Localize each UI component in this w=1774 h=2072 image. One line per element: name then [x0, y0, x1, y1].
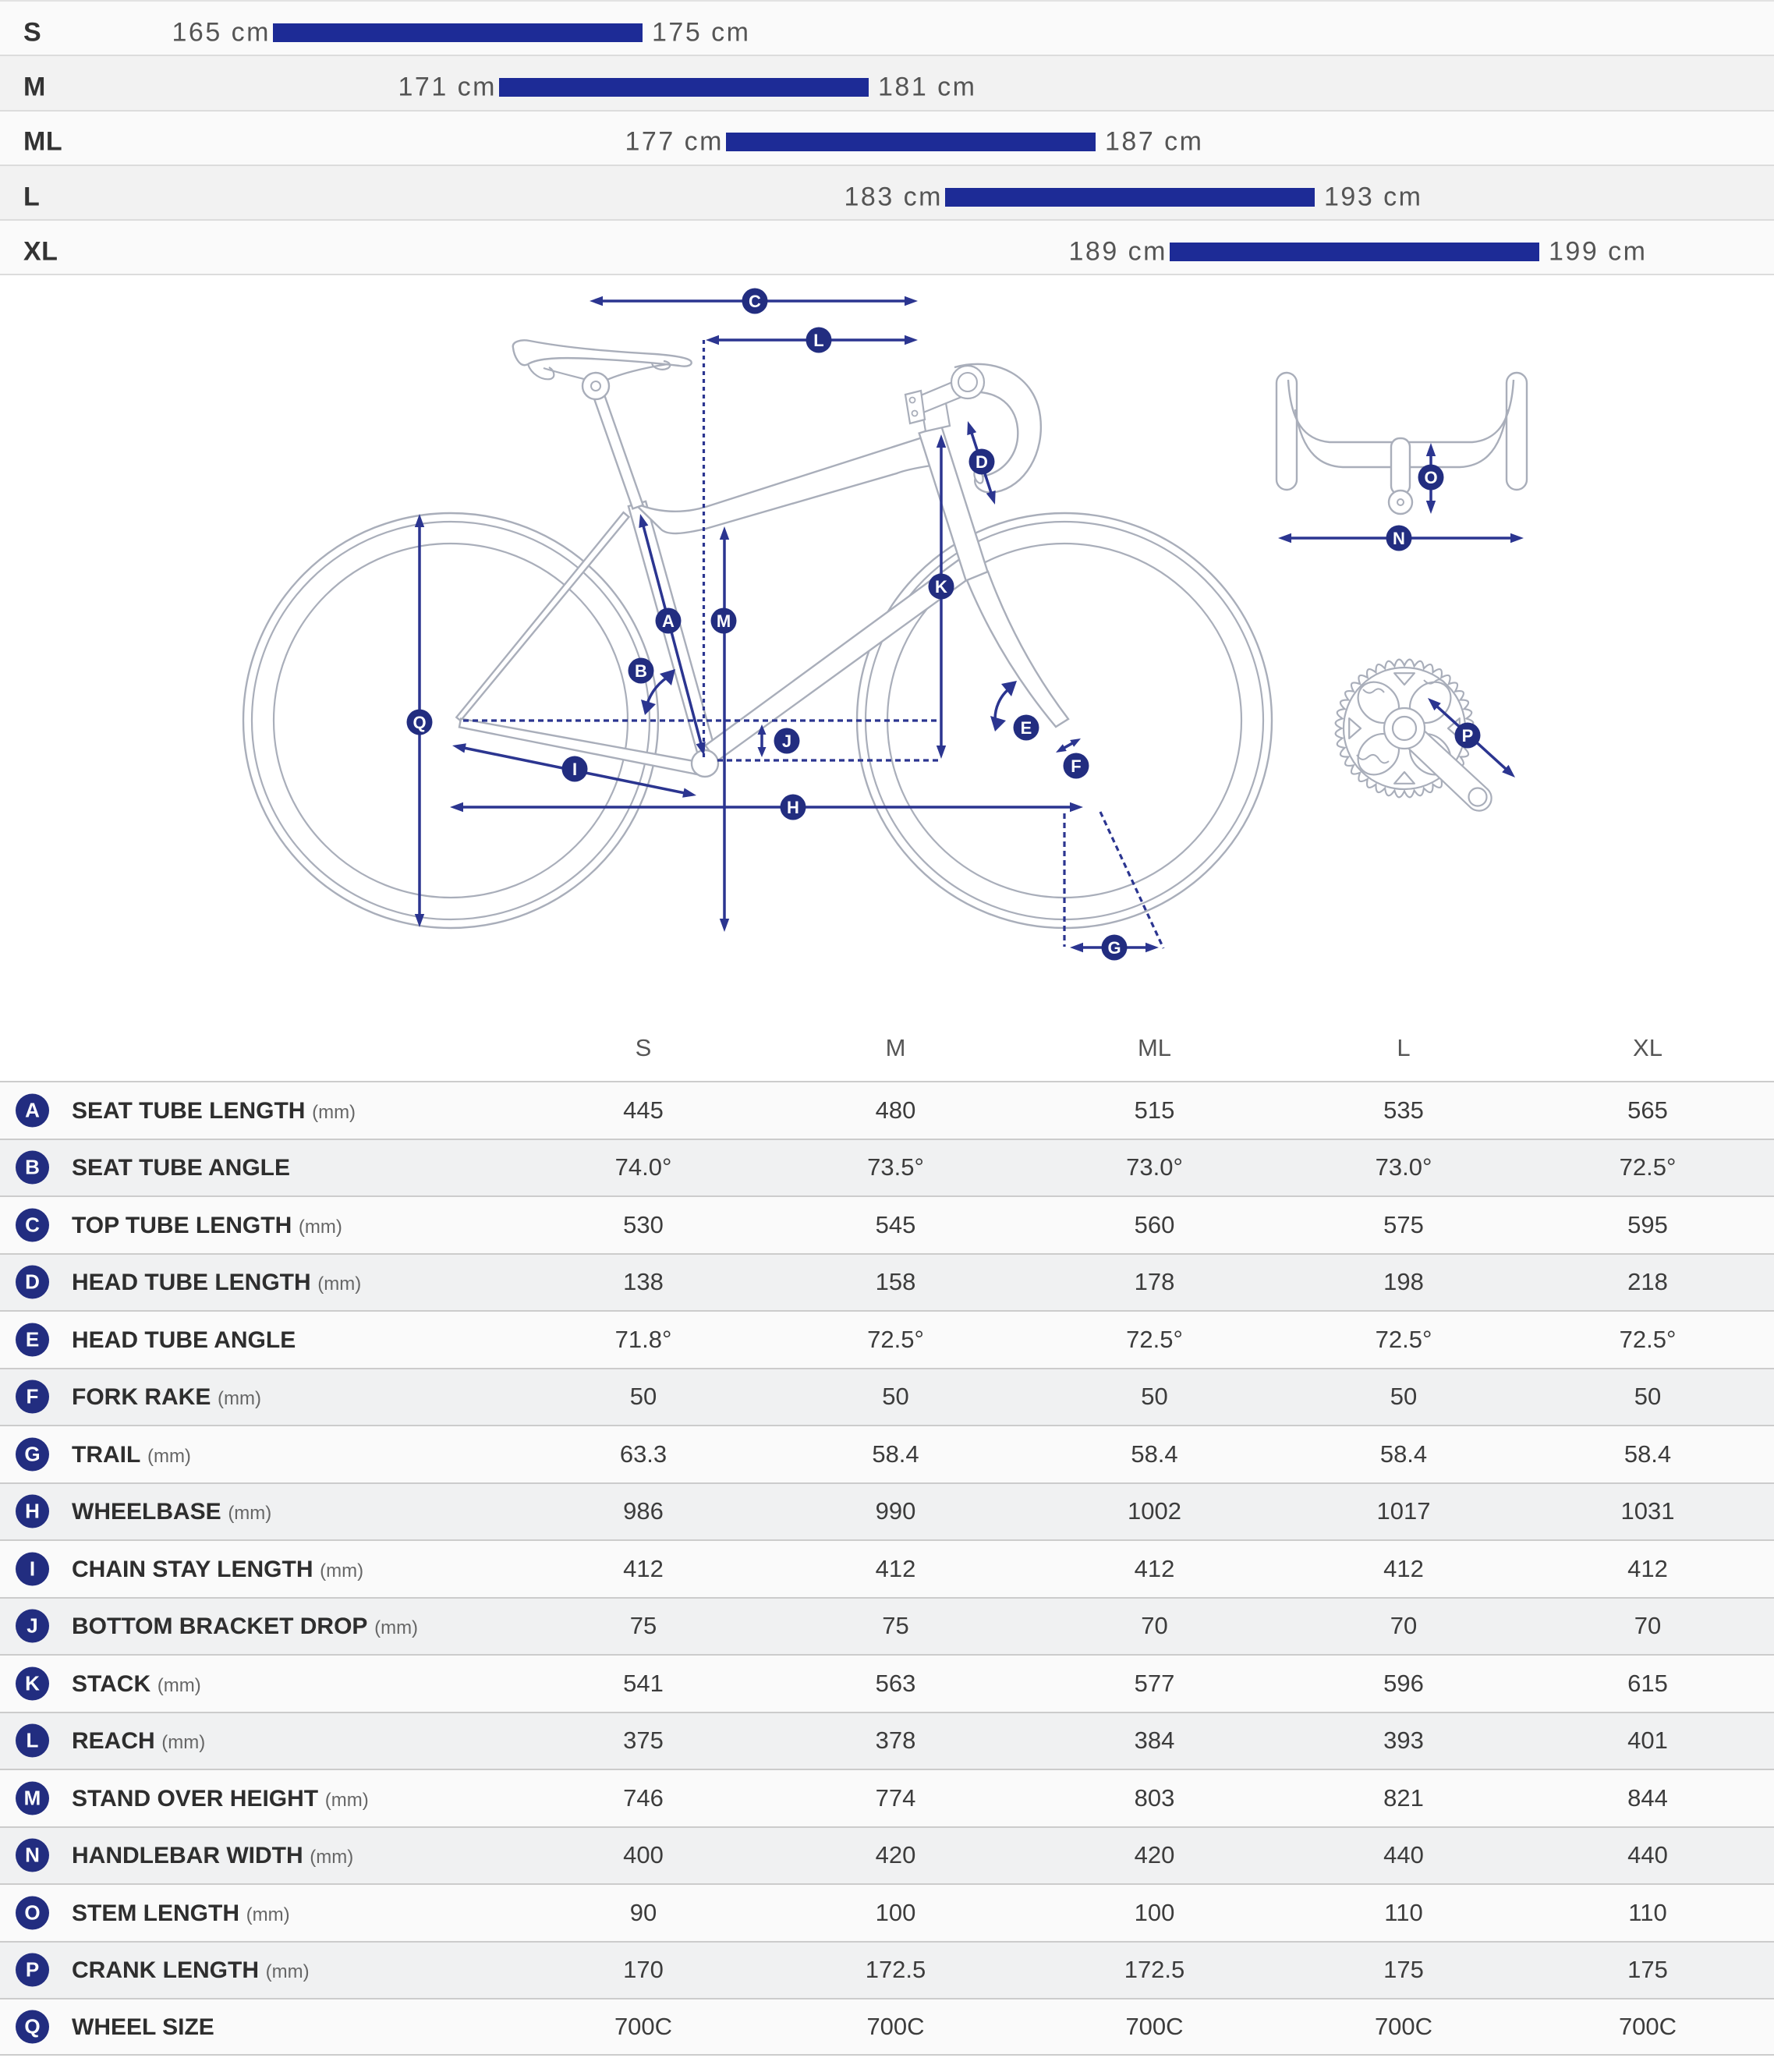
svg-text:G: G	[1107, 938, 1121, 958]
svg-text:M: M	[717, 611, 731, 631]
svg-text:N: N	[1393, 529, 1405, 548]
svg-text:P: P	[1462, 726, 1474, 746]
svg-text:B: B	[635, 661, 647, 681]
svg-text:H: H	[787, 798, 799, 817]
svg-text:K: K	[935, 577, 947, 597]
svg-text:C: C	[749, 292, 761, 311]
svg-text:J: J	[782, 731, 791, 751]
svg-text:O: O	[1424, 468, 1437, 487]
svg-text:Q: Q	[413, 713, 426, 732]
svg-text:E: E	[1021, 718, 1032, 738]
svg-text:D: D	[976, 452, 988, 472]
svg-text:A: A	[662, 611, 675, 631]
svg-text:F: F	[1071, 756, 1081, 776]
svg-text:I: I	[572, 760, 577, 779]
svg-text:L: L	[813, 331, 823, 350]
